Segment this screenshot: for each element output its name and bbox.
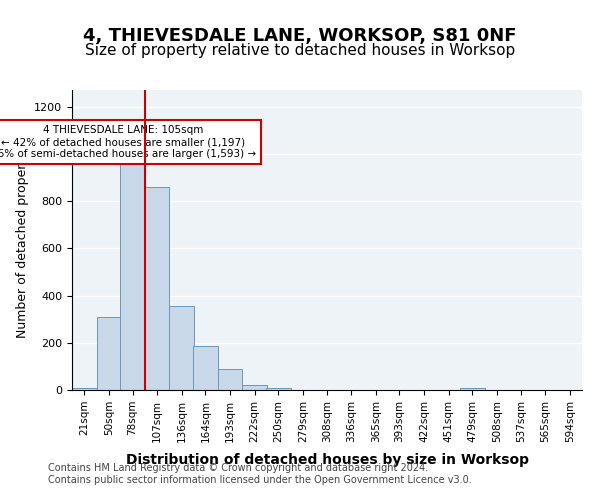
X-axis label: Distribution of detached houses by size in Worksop: Distribution of detached houses by size … xyxy=(125,453,529,467)
Bar xyxy=(266,388,290,390)
Bar xyxy=(97,317,121,390)
Text: Size of property relative to detached houses in Worksop: Size of property relative to detached ho… xyxy=(85,42,515,58)
Bar xyxy=(460,388,485,390)
Bar xyxy=(193,346,218,390)
Bar xyxy=(120,160,145,390)
Text: 4, THIEVESDALE LANE, WORKSOP, S81 0NF: 4, THIEVESDALE LANE, WORKSOP, S81 0NF xyxy=(83,28,517,46)
Text: 4 THIEVESDALE LANE: 105sqm
← 42% of detached houses are smaller (1,197)
56% of s: 4 THIEVESDALE LANE: 105sqm ← 42% of deta… xyxy=(0,126,256,158)
Text: Contains HM Land Registry data © Crown copyright and database right 2024.
Contai: Contains HM Land Registry data © Crown c… xyxy=(48,464,472,485)
Bar xyxy=(72,388,97,390)
Bar xyxy=(169,306,194,390)
Bar xyxy=(242,386,267,390)
Bar xyxy=(218,368,242,390)
Y-axis label: Number of detached properties: Number of detached properties xyxy=(16,142,29,338)
Bar xyxy=(145,187,169,390)
